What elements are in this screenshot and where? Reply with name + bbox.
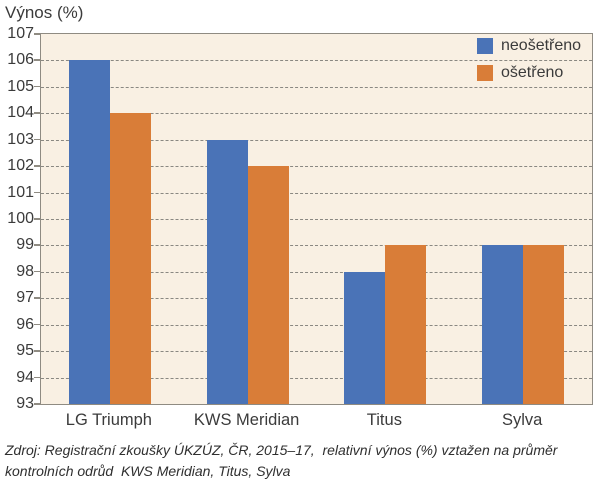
y-tick-mark (34, 350, 40, 352)
y-tick-label: 93 (16, 395, 34, 412)
bar-neošetřeno-Titus (344, 271, 386, 404)
y-tick-label: 99 (16, 236, 34, 254)
gridline (41, 245, 592, 247)
y-tick-label: 94 (16, 368, 34, 386)
bar-neošetřeno-LG Triumph (68, 60, 110, 404)
y-tick-mark (34, 244, 40, 246)
y-axis-tick-marks (34, 33, 40, 407)
y-tick-mark (34, 270, 40, 273)
y-tick-mark (34, 85, 40, 88)
legend-label: ošetřeno (501, 64, 564, 81)
gridline (41, 298, 592, 300)
gridline (41, 86, 592, 88)
y-axis-tick-labels: 93 94 95 96 97 98 99 100 101 102 103 104 105 106 107 (0, 25, 34, 412)
y-tick-label: 96 (16, 315, 34, 333)
y-tick-mark (34, 191, 40, 194)
source-note-line: kontrolních odrůd KWS Meridian, Titus, S… (5, 463, 291, 479)
gridline (41, 271, 592, 273)
y-tick-label: 97 (16, 289, 34, 307)
y-axis-title: Výnos (%) (5, 3, 84, 22)
legend: neošetřeno ošetřeno (477, 37, 581, 82)
y-tick-mark (34, 59, 40, 61)
bar-neošetřeno-KWS Meridian (206, 139, 248, 404)
y-tick-mark (34, 218, 40, 220)
gridline (41, 192, 592, 194)
y-tick-label: 103 (7, 130, 34, 148)
x-axis-category-labels: LG Triumph KWS Meridian Titus Sylva (40, 410, 593, 434)
x-category-label: Sylva (501, 411, 543, 429)
source-note: Zdroj: Registrační zkoušky ÚKZÚZ, ČR, 20… (5, 440, 599, 482)
y-tick-label: 106 (7, 51, 34, 69)
y-tick-mark (34, 297, 40, 299)
legend-item-ošetřeno: ošetřeno (477, 64, 581, 82)
y-tick-label: 98 (16, 262, 34, 280)
y-tick-label: 104 (7, 104, 34, 122)
legend-swatch-icon (477, 65, 493, 81)
y-tick-label: 100 (7, 210, 34, 227)
gridline (41, 377, 592, 379)
y-tick-mark (34, 376, 40, 379)
x-category-label: KWS Meridian (193, 411, 300, 429)
y-tick-mark (34, 112, 40, 114)
source-note-line: Zdroj: Registrační zkoušky ÚKZÚZ, ČR, 20… (5, 442, 558, 458)
gridline (41, 351, 592, 353)
bar-ošetřeno-Sylva (523, 245, 565, 404)
y-tick-mark (34, 403, 40, 405)
bar-neošetřeno-Sylva (482, 245, 524, 404)
gridline (41, 139, 592, 141)
y-tick-mark (34, 138, 40, 141)
gridline (41, 166, 592, 168)
plot-area: neošetřeno ošetřeno (40, 33, 593, 405)
x-category-label: LG Triumph (65, 411, 152, 429)
y-tick-mark (34, 165, 40, 167)
y-tick-label: 107 (7, 25, 34, 42)
y-tick-mark (34, 323, 40, 326)
legend-label: neošetřeno (501, 37, 582, 54)
gridline (41, 219, 592, 220)
y-tick-label: 105 (7, 77, 34, 95)
y-tick-label: 95 (16, 342, 34, 360)
gridline (41, 324, 592, 326)
gridline (41, 113, 592, 115)
legend-swatch-icon (477, 38, 493, 54)
x-category-label: Titus (366, 411, 402, 429)
legend-item-neošetřeno: neošetřeno (477, 37, 581, 55)
y-tick-label: 102 (7, 157, 34, 175)
y-tick-mark (34, 33, 40, 35)
y-tick-label: 101 (7, 183, 34, 201)
gridline (41, 60, 592, 62)
bar-ošetřeno-LG Triumph (109, 113, 151, 404)
bar-ošetřeno-Titus (385, 245, 427, 404)
bar-ošetřeno-KWS Meridian (247, 166, 289, 404)
